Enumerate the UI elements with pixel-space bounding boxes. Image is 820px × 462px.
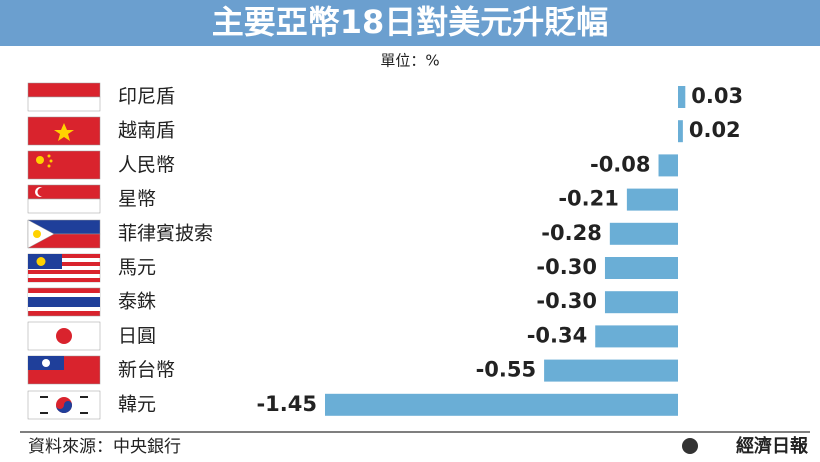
title-bar: [0, 0, 820, 46]
publisher: 經濟日報: [736, 435, 809, 457]
category-label: 馬元: [118, 257, 156, 279]
category-label: 韓元: [118, 393, 156, 415]
category-label: 泰銖: [118, 291, 156, 313]
category-label: 印尼盾: [118, 86, 175, 108]
bar: [658, 154, 678, 177]
bar: [325, 393, 678, 416]
bar: [626, 188, 678, 211]
category-label: 新台幣: [118, 359, 175, 381]
bar: [604, 291, 678, 314]
value-label: -0.28: [541, 221, 602, 245]
flags: [27, 82, 101, 420]
source-note: 資料來源：中央銀行: [28, 437, 181, 457]
category-label: 星幣: [118, 188, 156, 210]
category-label: 人民幣: [118, 154, 175, 176]
value-label: -0.30: [536, 255, 597, 279]
value-label: -0.34: [527, 323, 588, 347]
bar: [678, 86, 686, 108]
unit-label: 單位：%: [380, 52, 439, 70]
bar: [678, 120, 683, 143]
value-label: -0.08: [590, 152, 651, 176]
bar: [595, 325, 678, 348]
publisher-logo: [682, 438, 698, 454]
category-label: 菲律賓披索: [118, 222, 213, 244]
category-label: 日圓: [118, 325, 156, 347]
chart-title: 主要亞幣18日對美元升貶幅: [212, 3, 609, 41]
value-label: 0.02: [689, 118, 741, 142]
value-label: 0.03: [691, 84, 743, 108]
bar: [609, 222, 678, 245]
value-label: -0.21: [558, 187, 619, 211]
bar: [544, 359, 678, 382]
value-label: -1.45: [256, 392, 317, 416]
bar: [604, 257, 678, 279]
value-label: -0.30: [536, 289, 597, 313]
category-label: 越南盾: [118, 120, 175, 142]
value-label: -0.55: [476, 358, 537, 382]
